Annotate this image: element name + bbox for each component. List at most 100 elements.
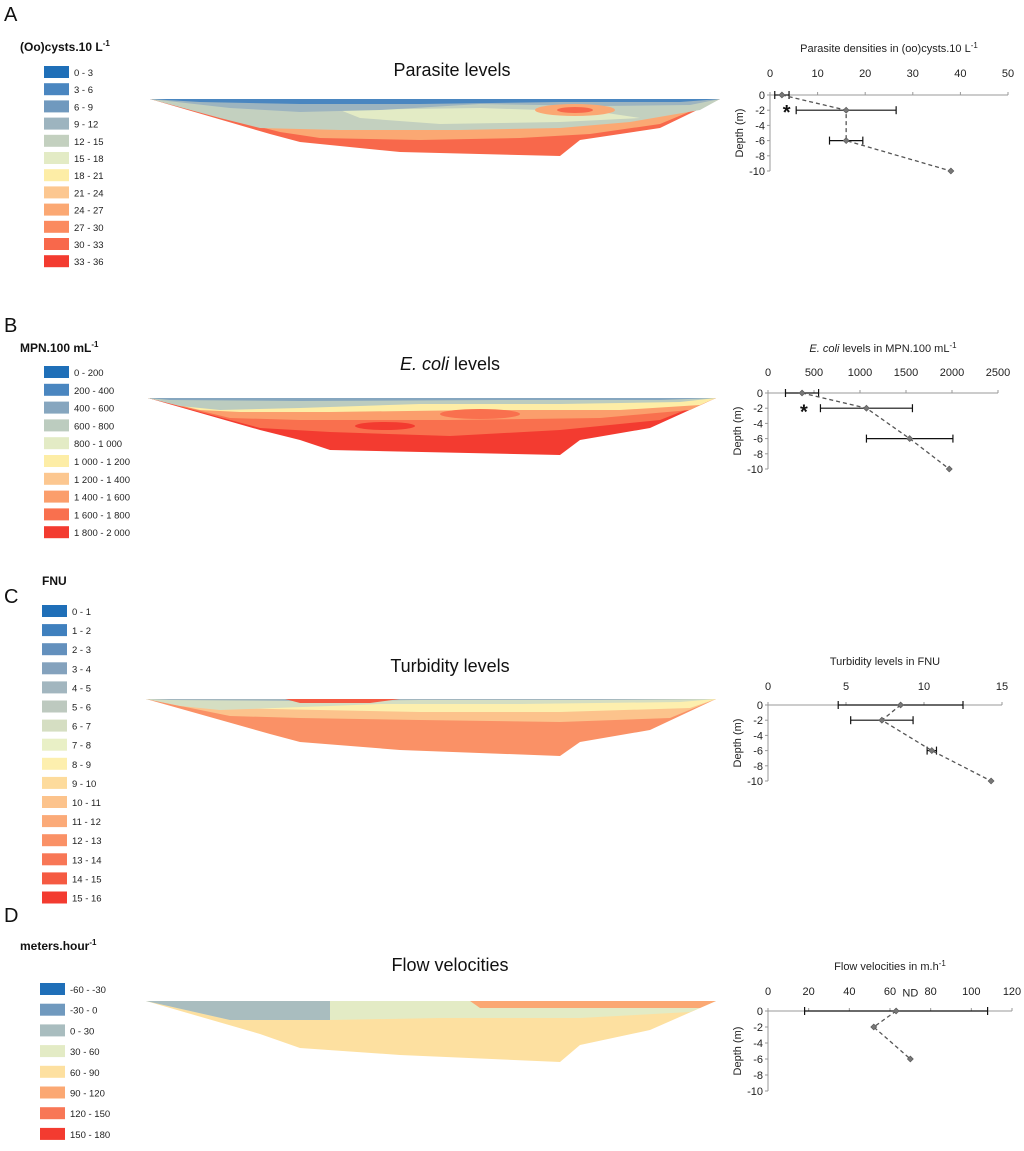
- legend-swatch: [40, 1024, 65, 1037]
- y-axis-label: Depth (m): [732, 1027, 744, 1076]
- legend-swatch: [40, 1086, 65, 1099]
- chart-annotation: *: [800, 402, 808, 424]
- y-tick-label: -6: [753, 746, 763, 758]
- series-line: [781, 94, 952, 172]
- legend-label: 0 - 30: [70, 1026, 94, 1037]
- data-point: [798, 389, 806, 397]
- chart-title-italic: E. coli: [809, 343, 840, 355]
- legend-label: 12 - 15: [74, 137, 104, 148]
- chart-title-sup: -1: [939, 959, 947, 968]
- legend-swatch: [42, 719, 67, 732]
- chart-title: E. coli levels in MPN.100 mL-1: [809, 341, 957, 355]
- legend-label: 0 - 1: [72, 607, 91, 618]
- depth-profile-chart: Turbidity levels in FNU 0 5 10 15 0 -2 -4 -6 -8 -1…: [732, 656, 1008, 788]
- chart-title: Turbidity levels in FNU: [830, 656, 940, 668]
- legend-swatch: [44, 526, 69, 539]
- y-tick-label: -8: [753, 449, 763, 461]
- map-title: Flow velocities: [391, 955, 508, 975]
- depth-profile-chart: E. coli levels in MPN.100 mL-10 500 1000 15…: [732, 341, 1010, 476]
- y-tick-label: -4: [753, 418, 763, 430]
- legend-swatch: [42, 815, 67, 828]
- legend-label: 4 - 5: [72, 683, 91, 694]
- y-tick-label: -10: [747, 464, 763, 476]
- legend-swatch: [42, 738, 67, 751]
- cross-section-map: [146, 1001, 716, 1062]
- cross-section-map: [148, 398, 716, 455]
- data-point: [928, 747, 936, 755]
- legend-label: 60 - 90: [70, 1068, 100, 1079]
- y-tick-label: -8: [755, 151, 765, 163]
- legend-swatch: [44, 238, 69, 250]
- legend-title: (Oo)cysts.10 L-1: [20, 39, 110, 54]
- legend-label: 1 800 - 2 000: [74, 528, 130, 539]
- legend-swatch: [42, 662, 67, 675]
- y-tick-label: -2: [753, 403, 763, 415]
- legend-swatch: [44, 455, 69, 467]
- legend-swatch: [44, 401, 69, 414]
- chart-title: Flow velocities in m.h-1: [834, 959, 946, 973]
- chart-title-text: Flow velocities in m.h: [834, 961, 939, 973]
- legend-swatch: [44, 152, 69, 164]
- depth-profile-chart: Flow velocities in m.h-10 20 40 60 80 100 1200…: [732, 959, 1021, 1098]
- y-tick-label: -6: [753, 434, 763, 446]
- legend-swatch: [40, 1003, 65, 1016]
- legend-label: 400 - 600: [74, 404, 114, 415]
- y-axis-label: Depth (m): [732, 407, 744, 456]
- data-point: [897, 701, 905, 709]
- legend-title: FNU: [42, 574, 67, 588]
- legend-swatch: [42, 643, 67, 656]
- legend-title: meters.hour-1: [20, 938, 97, 953]
- legend-label: 2 - 3: [72, 645, 91, 656]
- legend-label: 11 - 12: [72, 817, 101, 828]
- legend-swatch: [42, 872, 67, 885]
- y-tick-label: -10: [749, 166, 765, 178]
- x-tick-label: 500: [805, 367, 823, 379]
- x-tick-label: 50: [1002, 68, 1014, 80]
- legend-label: 200 - 400: [74, 386, 114, 397]
- y-tick-label: 0: [757, 1006, 763, 1018]
- x-tick-label: 40: [954, 68, 966, 80]
- y-tick-label: -6: [755, 136, 765, 148]
- legend-label: 9 - 12: [74, 120, 98, 131]
- legend-swatch: [44, 117, 69, 130]
- legend-label: 120 - 150: [70, 1109, 110, 1120]
- panel-flow-velocity: D meters.hour-1 -60 - -30 -30 - 0 0 - 30 30…: [4, 905, 1021, 1141]
- series-line: [872, 1010, 911, 1060]
- legend-swatch: [44, 169, 69, 182]
- legend-swatch: [42, 891, 67, 904]
- legend-label: 15 - 16: [72, 894, 102, 905]
- chart-title-text: Turbidity levels in FNU: [830, 656, 940, 668]
- legend: -60 - -30 -30 - 0 0 - 30 30 - 60 60 - 90 90 -…: [40, 983, 110, 1141]
- legend-label: 30 - 33: [74, 240, 104, 251]
- x-tick-label: 15: [996, 681, 1008, 693]
- map-title: Parasite levels: [393, 60, 510, 80]
- legend-swatch: [44, 383, 69, 396]
- data-point: [778, 91, 786, 99]
- x-tick-label: 30: [907, 68, 919, 80]
- x-tick-label: 1000: [848, 367, 872, 379]
- chart-annotation: ND: [902, 988, 918, 1000]
- y-tick-label: 0: [757, 700, 763, 712]
- x-tick-label: 60: [884, 986, 896, 998]
- data-point: [906, 1055, 914, 1063]
- panel-parasite: A (Oo)cysts.10 L-1 0 - 3 3 - 6 6 - 9 9 - 12…: [4, 4, 1014, 268]
- data-point: [870, 1023, 878, 1031]
- legend-label: 9 - 10: [72, 779, 96, 790]
- legend-label: 24 - 27: [74, 206, 104, 217]
- x-tick-label: 40: [843, 986, 855, 998]
- legend-label: 15 - 18: [74, 154, 104, 165]
- map-hotspot: [557, 107, 593, 113]
- legend-swatch: [44, 437, 69, 450]
- legend-label: 12 - 13: [72, 836, 102, 847]
- legend-swatch: [42, 796, 67, 808]
- legend-swatch: [44, 366, 69, 378]
- cross-section-map: [146, 699, 716, 756]
- legend-label: -30 - 0: [70, 1006, 97, 1017]
- map-layer: [146, 1001, 330, 1020]
- legend-label: 90 - 120: [70, 1089, 105, 1100]
- legend-swatch: [42, 776, 67, 789]
- data-point: [947, 167, 955, 175]
- series-line: [801, 392, 950, 470]
- legend-label: 18 - 21: [74, 171, 104, 182]
